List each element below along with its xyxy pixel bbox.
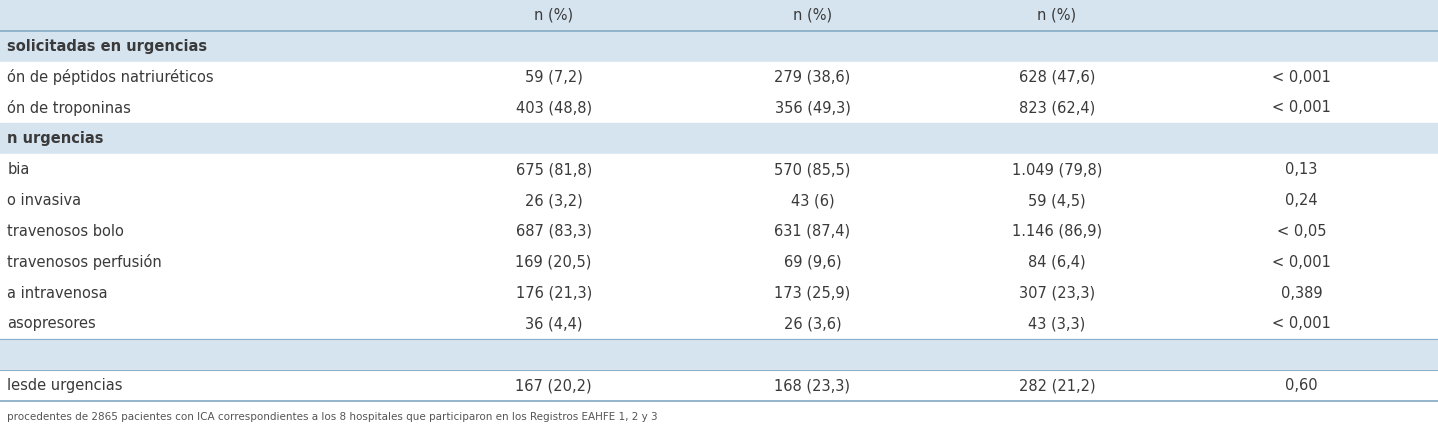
Text: 43 (3,3): 43 (3,3) <box>1028 317 1086 331</box>
Text: 0,60: 0,60 <box>1286 378 1317 393</box>
Bar <box>0 92 1438 124</box>
Text: 169 (20,5): 169 (20,5) <box>515 255 592 270</box>
Text: < 0,001: < 0,001 <box>1273 101 1330 115</box>
Text: 687 (83,3): 687 (83,3) <box>516 224 591 239</box>
Text: 167 (20,2): 167 (20,2) <box>515 378 592 393</box>
Text: ón de troponinas: ón de troponinas <box>7 100 131 116</box>
Text: 176 (21,3): 176 (21,3) <box>515 286 592 301</box>
Text: procedentes de 2865 pacientes con ICA correspondientes a los 8 hospitales que pa: procedentes de 2865 pacientes con ICA co… <box>7 412 657 422</box>
Text: 631 (87,4): 631 (87,4) <box>775 224 850 239</box>
Text: travenosos bolo: travenosos bolo <box>7 224 124 239</box>
Text: 570 (85,5): 570 (85,5) <box>774 162 851 177</box>
Text: 43 (6): 43 (6) <box>791 193 834 208</box>
Text: 59 (7,2): 59 (7,2) <box>525 70 582 85</box>
Text: 0,24: 0,24 <box>1286 193 1317 208</box>
Text: n (%): n (%) <box>792 8 833 23</box>
Text: travenosos perfusión: travenosos perfusión <box>7 254 162 270</box>
Text: a intravenosa: a intravenosa <box>7 286 108 301</box>
Bar <box>0 340 1438 370</box>
Text: 628 (47,6): 628 (47,6) <box>1018 70 1096 85</box>
Text: lesde urgencias: lesde urgencias <box>7 378 122 393</box>
Text: 26 (3,6): 26 (3,6) <box>784 317 841 331</box>
Bar <box>0 278 1438 308</box>
Text: 403 (48,8): 403 (48,8) <box>516 101 591 115</box>
Text: < 0,05: < 0,05 <box>1277 224 1326 239</box>
Bar <box>0 185 1438 216</box>
Text: 69 (9,6): 69 (9,6) <box>784 255 841 270</box>
Text: 84 (6,4): 84 (6,4) <box>1028 255 1086 270</box>
Bar <box>0 247 1438 278</box>
Text: 356 (49,3): 356 (49,3) <box>775 101 850 115</box>
Text: 0,389: 0,389 <box>1281 286 1322 301</box>
Text: solicitadas en urgencias: solicitadas en urgencias <box>7 39 207 54</box>
Text: 173 (25,9): 173 (25,9) <box>774 286 851 301</box>
Text: < 0,001: < 0,001 <box>1273 70 1330 85</box>
Bar <box>0 31 1438 62</box>
Text: 1.146 (86,9): 1.146 (86,9) <box>1012 224 1102 239</box>
Bar <box>0 216 1438 247</box>
Text: ón de péptidos natriuréticos: ón de péptidos natriuréticos <box>7 69 214 85</box>
Bar <box>0 370 1438 401</box>
Bar <box>0 124 1438 154</box>
Bar <box>0 62 1438 92</box>
Text: asopresores: asopresores <box>7 317 96 331</box>
Text: 59 (4,5): 59 (4,5) <box>1028 193 1086 208</box>
Text: 282 (21,2): 282 (21,2) <box>1018 378 1096 393</box>
Text: 0,13: 0,13 <box>1286 162 1317 177</box>
Text: 36 (4,4): 36 (4,4) <box>525 317 582 331</box>
Text: 823 (62,4): 823 (62,4) <box>1018 101 1096 115</box>
Bar <box>0 0 1438 31</box>
Text: 307 (23,3): 307 (23,3) <box>1020 286 1094 301</box>
Text: 26 (3,2): 26 (3,2) <box>525 193 582 208</box>
Text: n (%): n (%) <box>1037 8 1077 23</box>
Bar <box>0 308 1438 340</box>
Text: 1.049 (79,8): 1.049 (79,8) <box>1012 162 1102 177</box>
Text: n urgencias: n urgencias <box>7 131 104 146</box>
Bar <box>0 154 1438 185</box>
Text: n (%): n (%) <box>533 8 574 23</box>
Text: bia: bia <box>7 162 30 177</box>
Text: 279 (38,6): 279 (38,6) <box>774 70 851 85</box>
Bar <box>0 401 1438 432</box>
Text: < 0,001: < 0,001 <box>1273 255 1330 270</box>
Text: o invasiva: o invasiva <box>7 193 82 208</box>
Text: 168 (23,3): 168 (23,3) <box>775 378 850 393</box>
Text: 675 (81,8): 675 (81,8) <box>515 162 592 177</box>
Text: < 0,001: < 0,001 <box>1273 317 1330 331</box>
